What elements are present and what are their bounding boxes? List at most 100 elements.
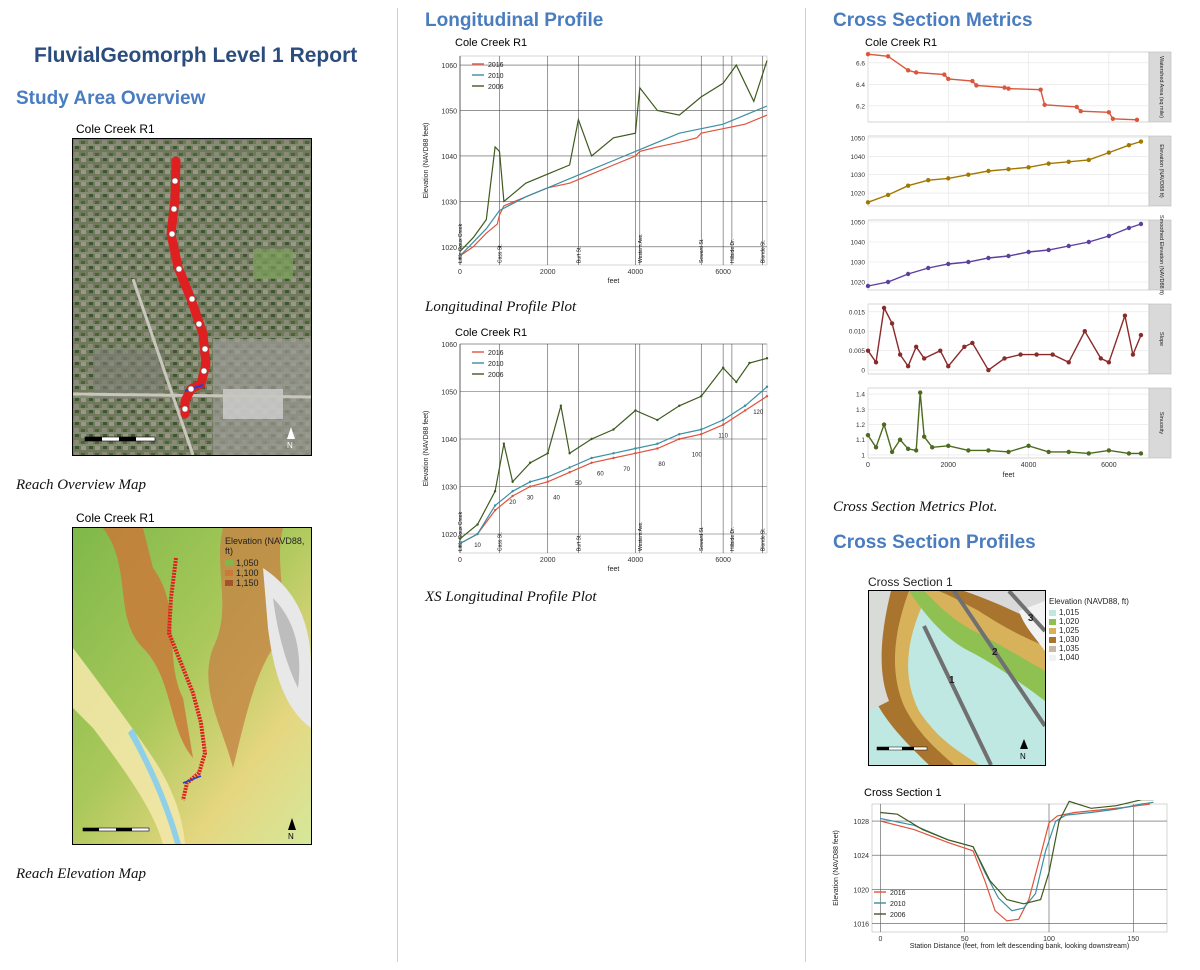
legend-label: 2010	[488, 73, 504, 80]
y-tick-label: 6.4	[856, 82, 865, 89]
data-point	[1066, 243, 1071, 249]
y-tick-label: 1.1	[856, 437, 865, 444]
y-tick-label: 1020	[851, 191, 866, 198]
x-tick-label: 0	[458, 557, 462, 564]
x-tick-label: 4000	[628, 269, 644, 276]
data-point	[1006, 253, 1011, 259]
data-point	[656, 447, 659, 450]
legend-label: 2016	[488, 62, 504, 69]
data-point	[656, 418, 659, 422]
y-tick-label: 1040	[851, 154, 866, 161]
road-label: Burt St.	[576, 534, 582, 551]
y-tick-label: 1040	[851, 240, 866, 247]
data-point	[905, 271, 911, 277]
x-tick-label: 2000	[940, 462, 956, 469]
y-tick-label: 1016	[853, 921, 869, 928]
data-point	[897, 352, 903, 357]
y-tick-label: 1020	[853, 887, 869, 894]
data-point	[634, 447, 637, 450]
xs-label: 100	[692, 453, 703, 459]
column-divider	[805, 8, 806, 962]
data-point	[1034, 352, 1039, 357]
longitudinal-profile-heading: Longitudinal Profile	[425, 10, 604, 31]
panel-strip	[1148, 303, 1172, 375]
data-point	[1066, 360, 1071, 365]
x-tick-label: 6000	[715, 557, 731, 564]
xs-legend-title: Elevation (NAVD88, ft)	[1049, 597, 1129, 606]
legend-label: 2006	[890, 912, 906, 919]
series-line-2010	[459, 105, 768, 257]
data-point	[1106, 233, 1112, 239]
report-title: FluvialGeomorph Level 1 Report	[34, 44, 358, 67]
y-tick-label: 1020	[441, 532, 457, 539]
data-point	[528, 480, 532, 483]
x-tick-label: 4000	[1021, 462, 1037, 469]
data-point	[1074, 104, 1079, 110]
data-point	[511, 480, 514, 483]
y-tick-label: 1024	[853, 853, 869, 860]
x-axis-label: Station Distance (feet, from left descen…	[910, 943, 1129, 950]
road-label: Burt St.	[576, 246, 582, 263]
data-point	[612, 452, 615, 455]
x-tick-label: 6000	[1101, 462, 1117, 469]
xs-label-1: 1	[949, 675, 955, 686]
y-tick-label: 1.3	[856, 407, 865, 414]
data-point	[889, 321, 895, 326]
road-label: Hillside Dr.	[730, 527, 736, 551]
y-tick-label: 0.015	[849, 309, 866, 316]
data-point	[476, 523, 479, 526]
elevation-legend-title: Elevation (NAVD88, ft)	[225, 536, 305, 556]
xs-map-title: Cross Section 1	[868, 575, 953, 589]
scale-bar	[84, 436, 156, 442]
elevation-legend: Elevation (NAVD88, ft) 1,050 1,100 1,150	[225, 536, 311, 588]
data-point	[946, 176, 951, 181]
data-point	[1126, 451, 1132, 456]
data-point	[765, 385, 769, 388]
data-point	[559, 404, 563, 407]
data-point	[1082, 329, 1087, 334]
data-point	[743, 409, 747, 412]
xs-label: 70	[623, 467, 630, 473]
data-point	[493, 509, 497, 512]
y-tick-label: 0	[861, 368, 865, 375]
y-tick-label: 1.4	[856, 392, 865, 399]
metrics-caption: Cross Section Metrics Plot.	[833, 499, 998, 515]
data-point	[1006, 166, 1011, 172]
panel-label: Smoothed Elevation (NAVD88 ft)	[1158, 215, 1164, 295]
y-tick-label: 1	[861, 452, 865, 459]
x-tick-label: 0	[866, 462, 870, 469]
series-line-2016	[459, 395, 768, 545]
data-point	[1134, 117, 1140, 123]
data-point	[917, 390, 923, 395]
data-point	[721, 418, 725, 422]
data-point	[905, 68, 911, 73]
data-point	[974, 83, 979, 88]
long-profile-title: Cole Creek R1	[455, 37, 528, 49]
y-tick-label: 1020	[851, 280, 866, 287]
data-point	[546, 452, 549, 455]
data-point	[735, 380, 738, 384]
panel-strip	[1148, 135, 1172, 207]
y-tick-label: 1050	[441, 109, 457, 116]
x-axis-label: feet	[608, 566, 620, 573]
road-label: Hillside Dr.	[730, 239, 736, 263]
data-point	[1026, 443, 1031, 449]
data-point	[946, 443, 951, 449]
panel-strip	[1148, 387, 1172, 459]
xs-label: 60	[597, 472, 604, 478]
data-point	[476, 532, 479, 536]
data-point	[1066, 159, 1071, 164]
y-tick-label: 6.2	[856, 103, 865, 110]
data-point	[568, 466, 571, 469]
y-tick-label: 1030	[851, 172, 866, 179]
road-label: Seward St.	[699, 239, 705, 263]
data-point	[1086, 157, 1091, 163]
data-point	[966, 448, 971, 453]
data-point	[1138, 451, 1144, 456]
road-label: Seward St.	[699, 527, 705, 551]
panel-label: Slope	[1158, 332, 1164, 346]
data-point	[748, 361, 751, 365]
xs-long-profile-caption: XS Longitudinal Profile Plot	[425, 589, 597, 605]
x-tick-label: 2000	[540, 557, 556, 564]
